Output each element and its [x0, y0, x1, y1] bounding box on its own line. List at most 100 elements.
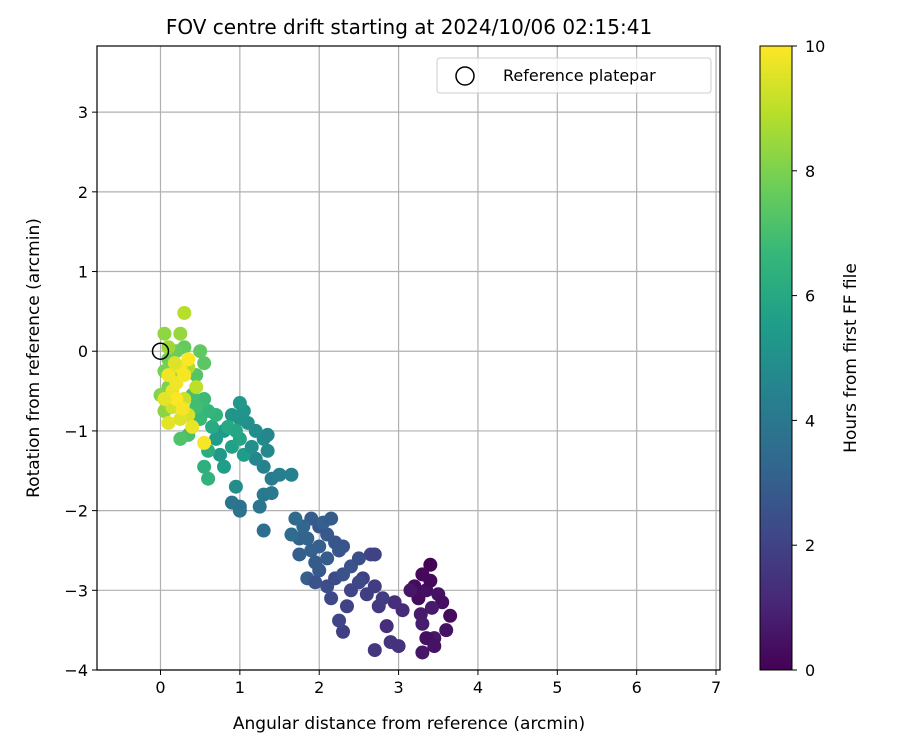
scatter-point: [424, 600, 439, 615]
colorbar-tick-label: 2: [805, 536, 815, 555]
scatter-point: [161, 368, 176, 383]
y-tick-label: −2: [64, 502, 88, 521]
scatter-point: [284, 467, 299, 482]
scatter-point: [228, 479, 243, 494]
scatter-point: [272, 467, 287, 482]
x-tick-label: 1: [235, 678, 245, 697]
scatter-point: [415, 645, 430, 660]
scatter-point: [332, 613, 347, 628]
scatter-point: [324, 591, 339, 606]
scatter-point: [252, 499, 267, 514]
scatter-point: [332, 543, 347, 558]
legend: Reference platepar: [436, 57, 712, 94]
colorbar: 0 2 4 6 8 10 Hours from first FF file: [759, 37, 861, 680]
scatter-point: [157, 392, 172, 407]
scatter-point: [209, 431, 224, 446]
scatter-point: [197, 435, 212, 450]
scatter-point: [260, 427, 275, 442]
x-axis-ticks: 0 1 2 3 4 5 6 7: [155, 670, 721, 697]
scatter-point: [367, 643, 382, 658]
scatter-point: [167, 356, 182, 371]
scatter-point: [248, 451, 263, 466]
scatter-point: [351, 551, 366, 566]
colorbar-ticks: 0 2 4 6 8 10: [792, 37, 825, 680]
scatter-point: [367, 579, 382, 594]
scatter-point: [403, 583, 418, 598]
scatter-point: [157, 326, 172, 341]
y-axis-ticks: −4 −3 −2 −1 0 1 2 3: [64, 103, 97, 680]
x-tick-label: 2: [314, 678, 324, 697]
x-tick-label: 3: [393, 678, 403, 697]
colorbar-tick-label: 8: [805, 162, 815, 181]
x-tick-label: 6: [632, 678, 642, 697]
y-tick-label: −1: [64, 422, 88, 441]
scatter-point: [288, 511, 303, 526]
scatter-point: [216, 459, 231, 474]
x-tick-label: 4: [473, 678, 483, 697]
plot-area: 0 1 2 3 4 5 6 7 −4 −3 −2 −1 0 1 2 3: [64, 45, 721, 697]
legend-label: Reference platepar: [503, 66, 656, 85]
scatter-point: [260, 443, 275, 458]
scatter-point: [443, 608, 458, 623]
scatter-point: [185, 419, 200, 434]
colorbar-tick-label: 6: [805, 287, 815, 306]
colorbar-tick-label: 0: [805, 661, 815, 680]
scatter-point: [177, 305, 192, 320]
grid-lines: [97, 46, 720, 671]
scatter-point: [175, 401, 190, 416]
y-tick-label: 1: [78, 263, 88, 282]
scatter-point: [224, 407, 239, 422]
scatter-point: [391, 639, 406, 654]
scatter-point: [320, 551, 335, 566]
colorbar-label: Hours from first FF file: [841, 263, 861, 453]
y-tick-label: −3: [64, 581, 88, 600]
scatter-point: [213, 447, 228, 462]
scatter-point: [193, 344, 208, 359]
scatter-point: [189, 380, 204, 395]
scatter-point: [387, 595, 402, 610]
y-axis-label: Rotation from reference (arcmin): [24, 218, 44, 498]
colorbar-gradient: [759, 45, 793, 671]
scatter-point: [343, 583, 358, 598]
scatter-point: [232, 396, 247, 411]
scatter-point: [161, 415, 176, 430]
scatter-point: [224, 495, 239, 510]
scatter-point: [256, 523, 271, 538]
scatter-point: [312, 563, 327, 578]
scatter-point: [201, 471, 216, 486]
scatter-point: [197, 356, 212, 371]
scatter-point: [339, 599, 354, 614]
scatter-point: [423, 557, 438, 572]
scatter-point: [367, 547, 382, 562]
legend-marker-icon: [455, 66, 475, 86]
x-tick-label: 0: [155, 678, 165, 697]
scatter-point: [228, 423, 243, 438]
x-tick-label: 5: [552, 678, 562, 697]
scatter-point: [292, 547, 307, 562]
scatter-point: [264, 486, 279, 501]
scatter-point: [197, 459, 212, 474]
scatter-point: [304, 543, 319, 558]
chart-title: FOV centre drift starting at 2024/10/06 …: [166, 15, 652, 39]
y-tick-label: 3: [78, 103, 88, 122]
scatter-point: [173, 431, 188, 446]
scatter-point: [308, 575, 323, 590]
scatter-point: [415, 616, 430, 631]
plot-frame: [96, 45, 721, 671]
x-axis-label: Angular distance from reference (arcmin): [233, 714, 585, 734]
scatter-point: [244, 439, 259, 454]
scatter-point: [427, 639, 442, 654]
scatter-point: [375, 591, 390, 606]
scatter-point: [324, 511, 339, 526]
y-tick-label: −4: [64, 661, 88, 680]
scatter-point: [336, 624, 351, 639]
scatter-point: [439, 623, 454, 638]
y-tick-label: 0: [78, 342, 88, 361]
scatter-point: [173, 326, 188, 341]
scatter-point: [379, 619, 394, 634]
reference-platepar-marker: [151, 342, 170, 360]
scatter-point: [284, 527, 299, 542]
colorbar-tick-label: 10: [805, 37, 825, 56]
y-tick-label: 2: [78, 183, 88, 202]
legend-box: [436, 57, 712, 94]
